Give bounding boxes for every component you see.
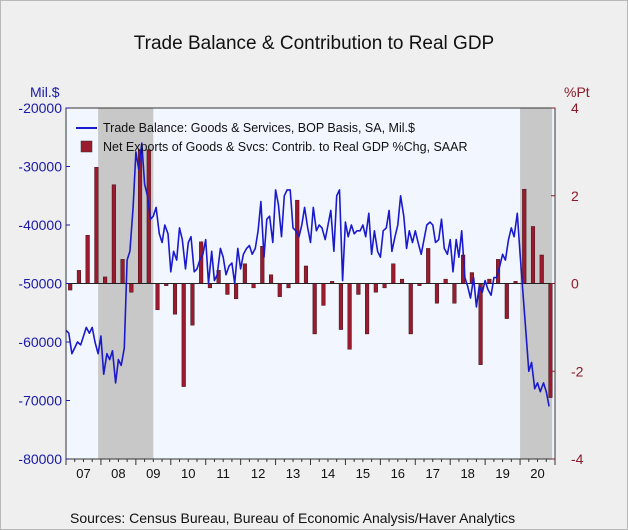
- bar: [190, 283, 195, 326]
- bar: [399, 278, 405, 284]
- bar: [268, 274, 274, 284]
- bar: [286, 283, 291, 289]
- bar: [426, 248, 431, 284]
- bar: [548, 283, 553, 398]
- left-tick-label: -80000: [18, 451, 62, 467]
- right-tick-label: 0: [571, 276, 579, 292]
- bar: [443, 278, 448, 284]
- bar: [76, 270, 81, 284]
- bar: [321, 283, 326, 306]
- bar: [94, 167, 99, 284]
- bar: [103, 276, 108, 284]
- left-tick-label: -50000: [18, 276, 62, 292]
- x-tick-label: 07: [76, 466, 90, 481]
- legend: Trade Balance: Goods & Services, BOP Bas…: [76, 121, 468, 154]
- legend-line-label: Trade Balance: Goods & Services, BOP Bas…: [103, 121, 415, 135]
- x-tick-label: 20: [530, 466, 544, 481]
- x-tick-label: 19: [495, 466, 509, 481]
- bar: [172, 283, 178, 315]
- bar: [382, 283, 387, 289]
- bar: [373, 283, 378, 293]
- bar: [85, 235, 90, 284]
- bar: [120, 259, 125, 284]
- x-tick-label: 16: [391, 466, 405, 481]
- bar: [391, 263, 396, 284]
- bar: [303, 265, 308, 284]
- bar: [452, 283, 457, 304]
- bar: [434, 283, 439, 304]
- bar: [365, 283, 370, 335]
- right-tick-label: -4: [571, 451, 584, 467]
- left-tick-label: -60000: [18, 334, 62, 350]
- x-tick-label: 08: [111, 466, 125, 481]
- left-tick-label: -40000: [18, 217, 62, 233]
- bar: [111, 184, 116, 284]
- bar: [487, 278, 492, 284]
- trade-balance-line: [65, 142, 550, 407]
- bar: [251, 283, 256, 289]
- right-tick-label: -2: [571, 363, 584, 379]
- bar: [312, 283, 317, 335]
- left-tick-label: -30000: [18, 159, 62, 175]
- x-tick-label: 14: [321, 466, 335, 481]
- x-tick-label: 17: [426, 466, 440, 481]
- x-tick-label: 11: [216, 466, 230, 481]
- bar: [504, 283, 509, 319]
- bar: [356, 283, 361, 295]
- bar: [68, 283, 73, 291]
- x-tick-label: 09: [146, 466, 160, 481]
- left-axis-unit: Mil.$: [30, 84, 60, 100]
- bar: [225, 283, 230, 295]
- bar-series: [68, 149, 553, 398]
- chart-title: Trade Balance & Contribution to Real GDP: [133, 33, 495, 54]
- bar: [408, 283, 413, 335]
- right-tick-label: 4: [571, 100, 579, 116]
- bar: [277, 283, 282, 297]
- legend-bar-swatch: [80, 140, 93, 153]
- x-tick-label: 18: [460, 466, 474, 481]
- bar: [478, 283, 483, 365]
- bar: [530, 226, 536, 284]
- bar: [295, 199, 300, 284]
- bar: [181, 283, 186, 387]
- bar: [522, 188, 527, 284]
- source-note: Sources: Census Bureau, Bureau of Econom…: [70, 510, 516, 526]
- bar: [155, 283, 160, 311]
- left-tick-label: -20000: [18, 100, 62, 116]
- legend-bar-label: Net Exports of Goods & Svcs: Contrib. to…: [103, 140, 468, 154]
- x-tick-label: 15: [356, 466, 370, 481]
- x-tick-label: 13: [286, 466, 300, 481]
- right-axis-unit: %Pt: [564, 84, 590, 100]
- x-tick-label: 12: [251, 466, 265, 481]
- right-tick-label: 2: [571, 188, 579, 204]
- bar: [234, 283, 239, 300]
- bar: [199, 241, 204, 284]
- bar: [242, 263, 247, 284]
- bar: [338, 283, 343, 330]
- bar: [347, 283, 352, 350]
- bar: [539, 254, 544, 284]
- left-tick-label: -70000: [18, 393, 62, 409]
- x-tick-label: 10: [181, 466, 195, 481]
- axis-ticks: -20000 -30000 -40000 -50000 -60000 -70000 -800…: [18, 100, 583, 481]
- bar: [129, 283, 134, 293]
- line-series: [65, 142, 550, 407]
